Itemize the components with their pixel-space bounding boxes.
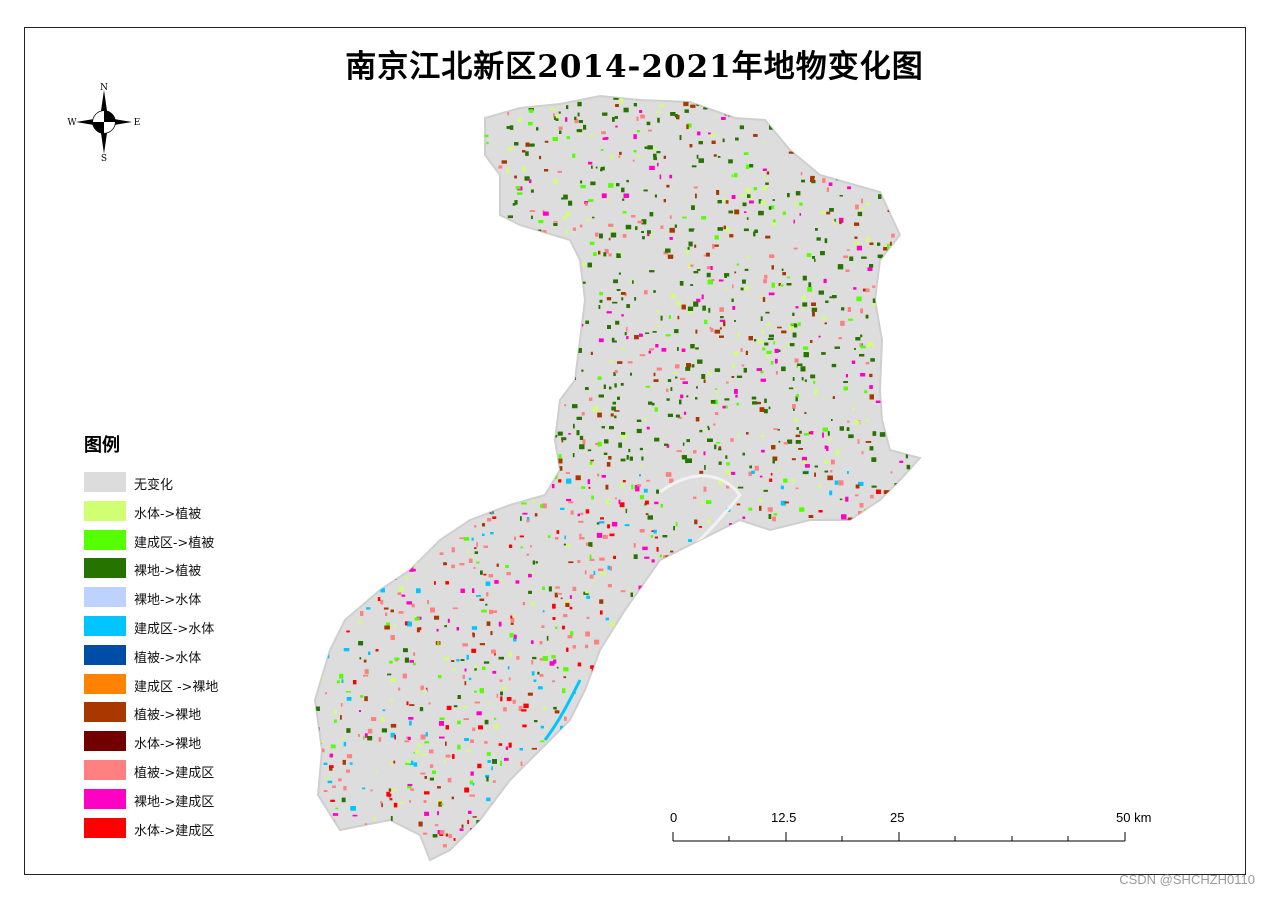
legend-swatch <box>84 673 126 694</box>
legend-swatch <box>84 731 126 752</box>
legend-label: 无变化 <box>134 478 174 493</box>
legend-item: 裸地->水体 <box>84 587 284 609</box>
scale-label-12-5: 12.5 <box>771 810 797 825</box>
legend-label: 建成区 ->裸地 <box>134 679 219 695</box>
legend-label: 裸地->植被 <box>134 564 202 580</box>
legend-item: 建成区->植被 <box>84 529 284 551</box>
north-arrow-icon: N S E W <box>67 83 141 162</box>
legend-item: 建成区 ->裸地 <box>84 673 284 695</box>
legend-label: 植被->水体 <box>134 650 202 666</box>
legend-swatch <box>84 616 126 636</box>
legend-item: 裸地->植被 <box>84 558 284 580</box>
legend-item: 植被->建成区 <box>84 760 284 781</box>
map-title: 南京江北新区2014-2021年地物变化图 <box>345 49 924 85</box>
legend-label: 植被->建成区 <box>134 766 215 781</box>
legend-swatch <box>84 644 126 665</box>
legend-item: 植被->水体 <box>84 644 284 666</box>
east-label: E <box>134 118 141 128</box>
south-label: S <box>101 154 107 162</box>
legend-label: 裸地->建成区 <box>134 794 215 810</box>
legend-item: 无变化 <box>84 472 284 493</box>
legend-label: 植被->裸地 <box>134 708 202 724</box>
north-label: N <box>100 83 108 93</box>
legend-swatch <box>84 558 126 579</box>
map-frame <box>24 27 1246 875</box>
legend-label: 水体->裸地 <box>134 737 202 753</box>
legend-item: 水体->植被 <box>84 500 284 522</box>
legend-swatch <box>84 472 126 492</box>
legend-label: 水体->植被 <box>134 506 202 522</box>
legend-title: 图例 <box>84 435 120 456</box>
legend-swatch <box>84 529 126 550</box>
legend-swatch <box>84 702 126 723</box>
legend-label: 建成区->植被 <box>134 535 215 551</box>
legend-swatch <box>84 760 126 780</box>
legend-item: 植被->裸地 <box>84 702 284 724</box>
legend-item: 建成区->水体 <box>84 616 284 637</box>
legend-label: 裸地->水体 <box>134 593 202 609</box>
scale-label-25: 25 <box>890 810 905 825</box>
legend-label: 建成区->水体 <box>134 622 215 637</box>
legend-swatch <box>84 788 126 809</box>
legend-swatch <box>84 500 126 521</box>
legend-item: 裸地->建成区 <box>84 788 284 810</box>
watermark: CSDN @SHCHZH0110 <box>1119 872 1255 887</box>
legend-item: 水体->建成区 <box>84 817 284 839</box>
scale-label-0: 0 <box>670 810 678 825</box>
west-label: W <box>67 118 77 128</box>
legend-item: 水体->裸地 <box>84 731 284 753</box>
legend-label: 水体->建成区 <box>134 823 215 839</box>
scale-label-50-km: 50 km <box>1116 810 1152 825</box>
legend-swatch <box>84 817 126 838</box>
scale-bar: 0 12.5 25 50 km <box>670 810 1160 850</box>
legend-swatch <box>84 587 126 608</box>
